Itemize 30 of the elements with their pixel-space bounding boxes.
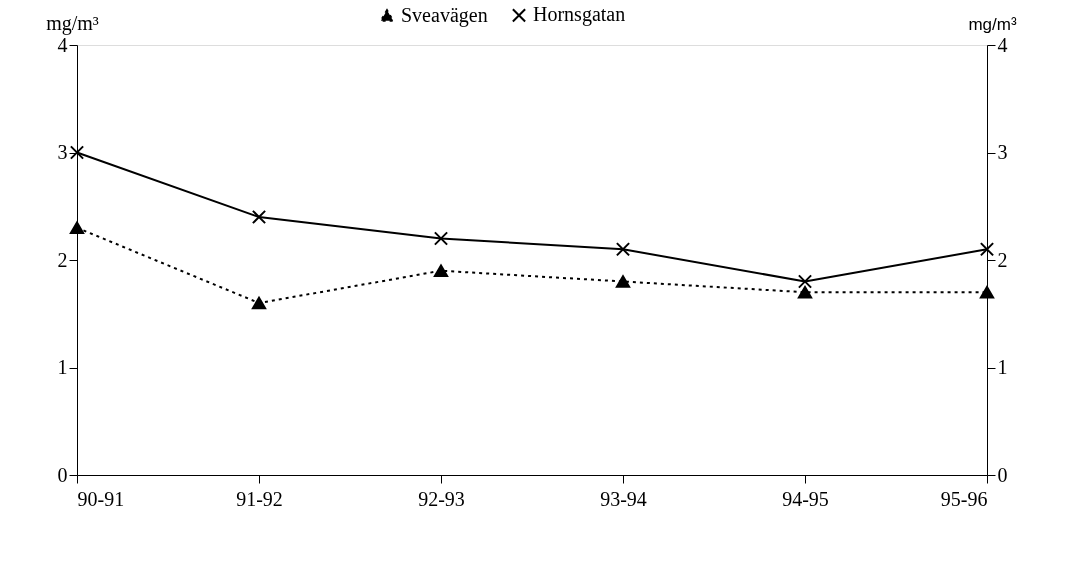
point <box>615 275 631 288</box>
y2-tick-label: 4 <box>997 33 1008 56</box>
point <box>615 242 631 257</box>
point <box>433 264 449 278</box>
legend-label: Hornsgatan <box>533 3 626 27</box>
point <box>979 242 995 257</box>
x-tick-label: 90-91 <box>77 487 125 510</box>
point <box>251 209 267 225</box>
y2-tick-label: 2 <box>997 248 1008 271</box>
y-tick-label: 2 <box>57 248 68 271</box>
y-tick-label: 0 <box>57 463 68 486</box>
x-tick-label: 91-92 <box>236 487 283 510</box>
point <box>433 231 449 246</box>
x-tick-label: 93-94 <box>600 487 647 510</box>
x-tick-label: 95-96 <box>940 487 988 510</box>
point <box>797 285 813 299</box>
y-tick-label: 3 <box>57 141 68 163</box>
legend-label: Sveavägen <box>401 3 488 27</box>
y-tick-label: 1 <box>57 356 68 378</box>
y2-tick-label: 1 <box>997 356 1008 378</box>
x-tick-label: 92-93 <box>418 487 465 510</box>
x-tick-label: 94-95 <box>782 487 829 510</box>
point <box>797 274 813 289</box>
point <box>979 285 995 299</box>
y2-tick-label: 3 <box>997 141 1008 163</box>
point <box>251 296 267 310</box>
y2-axis-title: mg/m³ <box>968 14 1017 34</box>
y2-tick-label: 0 <box>997 463 1008 486</box>
point <box>69 221 85 235</box>
y-axis-title: mg/m³ <box>46 11 99 35</box>
